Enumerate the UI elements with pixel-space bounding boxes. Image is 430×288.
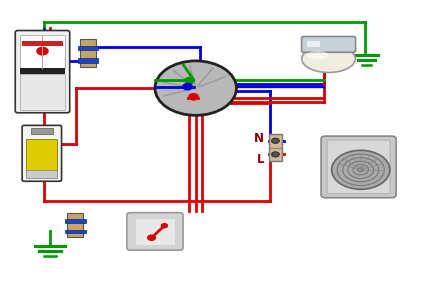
Circle shape (332, 150, 390, 189)
FancyBboxPatch shape (65, 230, 86, 234)
FancyBboxPatch shape (80, 39, 96, 67)
Circle shape (183, 84, 192, 90)
FancyBboxPatch shape (321, 136, 396, 198)
FancyBboxPatch shape (15, 31, 70, 113)
Circle shape (148, 235, 155, 240)
FancyBboxPatch shape (78, 58, 98, 62)
FancyBboxPatch shape (67, 213, 83, 237)
Circle shape (185, 77, 194, 84)
Circle shape (155, 61, 236, 115)
Circle shape (37, 48, 48, 55)
FancyBboxPatch shape (135, 218, 175, 245)
FancyBboxPatch shape (127, 213, 183, 250)
Text: L: L (257, 153, 264, 166)
FancyBboxPatch shape (20, 74, 65, 110)
FancyBboxPatch shape (327, 140, 390, 194)
FancyBboxPatch shape (78, 46, 98, 50)
Circle shape (189, 94, 198, 100)
FancyBboxPatch shape (31, 128, 53, 134)
FancyBboxPatch shape (269, 134, 282, 161)
Ellipse shape (302, 45, 355, 73)
Circle shape (272, 138, 280, 143)
FancyBboxPatch shape (65, 219, 86, 223)
FancyBboxPatch shape (22, 125, 61, 181)
FancyBboxPatch shape (26, 170, 57, 178)
Circle shape (272, 152, 280, 157)
Circle shape (161, 224, 167, 228)
FancyBboxPatch shape (20, 35, 65, 68)
Ellipse shape (307, 51, 329, 59)
FancyBboxPatch shape (20, 69, 65, 74)
FancyBboxPatch shape (301, 37, 356, 52)
FancyBboxPatch shape (22, 41, 63, 46)
Text: N: N (254, 132, 264, 145)
FancyBboxPatch shape (26, 139, 57, 171)
FancyBboxPatch shape (307, 41, 320, 47)
